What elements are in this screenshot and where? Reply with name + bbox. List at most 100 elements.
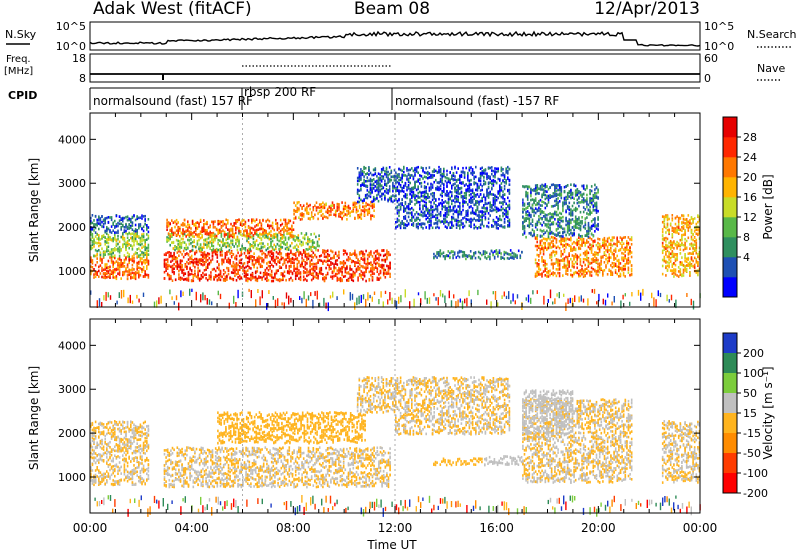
heatmap-cell <box>287 228 290 232</box>
heatmap-cell <box>407 168 410 172</box>
heatmap-cell <box>212 240 215 244</box>
heatmap-cell <box>393 186 396 190</box>
heatmap-cell <box>320 266 323 270</box>
heatmap-cell <box>412 222 415 225</box>
heatmap-cell <box>407 202 410 206</box>
heatmap-cell <box>446 212 448 216</box>
heatmap-cell <box>136 264 138 268</box>
heatmap-cell <box>290 258 292 261</box>
heatmap-cell <box>281 246 284 249</box>
heatmap-cell <box>112 262 114 266</box>
heatmap-cell <box>462 166 464 170</box>
heatmap-cell <box>484 216 487 219</box>
heatmap-cell <box>163 260 166 263</box>
heatmap-cell <box>486 192 488 195</box>
heatmap-cell <box>492 203 495 207</box>
heatmap-cell <box>310 258 313 262</box>
heatmap-cell <box>310 263 313 266</box>
heatmap-cell <box>576 262 578 266</box>
heatmap-cell <box>476 227 479 230</box>
heatmap-cell <box>227 219 229 222</box>
heatmap-cell <box>225 226 227 229</box>
heatmap-cell <box>266 262 268 265</box>
heatmap-cell <box>243 223 245 226</box>
heatmap-cell <box>563 250 566 254</box>
heatmap-cell <box>101 261 103 264</box>
heatmap-cell <box>574 248 577 252</box>
heatmap-cell <box>415 218 418 222</box>
heatmap-cell <box>322 206 324 210</box>
heatmap-cell <box>305 241 308 245</box>
heatmap-cell <box>590 274 593 277</box>
heatmap-cell <box>269 274 271 277</box>
heatmap-cell <box>587 263 590 266</box>
heatmap-cell <box>539 248 542 252</box>
heatmap-cell <box>184 277 187 281</box>
heatmap-cell <box>268 246 271 249</box>
heatmap-cell <box>205 253 207 257</box>
heatmap-cell <box>215 234 218 238</box>
heatmap-cell <box>373 209 375 212</box>
heatmap-cell <box>395 226 397 230</box>
heatmap-cell <box>452 207 455 210</box>
heatmap-cell <box>341 261 343 265</box>
heatmap-cell <box>414 193 416 197</box>
heatmap-cell <box>115 275 118 278</box>
heatmap-cell <box>181 259 183 263</box>
heatmap-cell <box>259 219 261 222</box>
heatmap-cell <box>325 266 327 270</box>
heatmap-cell <box>360 212 363 215</box>
heatmap-cell <box>431 226 434 230</box>
heatmap-cell <box>325 250 327 253</box>
heatmap-cell <box>202 275 204 279</box>
heatmap-cell <box>227 241 229 245</box>
heatmap-cell <box>358 263 361 266</box>
heatmap-cell <box>291 224 293 228</box>
heatmap-cell <box>481 206 483 210</box>
heatmap-cell <box>248 249 251 253</box>
heatmap-cell <box>467 172 469 176</box>
heatmap-cell <box>412 191 415 194</box>
heatmap-cell <box>282 256 284 260</box>
heatmap-cell <box>462 222 464 225</box>
heatmap-cell <box>403 222 405 225</box>
heatmap-cell <box>199 218 202 222</box>
heatmap-cell <box>347 210 350 213</box>
heatmap-cell <box>417 180 419 183</box>
heatmap-cell <box>481 188 483 192</box>
heatmap-cell <box>584 252 586 255</box>
heatmap-cell <box>336 269 339 272</box>
heatmap-cell <box>495 195 498 199</box>
heatmap-cell <box>475 194 477 198</box>
heatmap-cell <box>262 232 264 236</box>
heatmap-cell <box>318 206 321 210</box>
heatmap-cell <box>411 188 413 191</box>
heatmap-cell <box>126 263 129 266</box>
heatmap-cell <box>234 271 236 274</box>
heatmap-cell <box>350 210 353 213</box>
heatmap-cell <box>267 224 269 228</box>
heatmap-cell <box>393 199 396 202</box>
heatmap-cell <box>272 276 275 280</box>
heatmap-cell <box>422 191 424 194</box>
heatmap-cell <box>165 266 167 269</box>
heatmap-cell <box>505 251 507 255</box>
heatmap-cell <box>242 269 244 272</box>
heatmap-cell <box>227 244 229 248</box>
heatmap-cell <box>562 259 564 262</box>
heatmap-cell <box>238 244 240 248</box>
heatmap-cell <box>422 194 424 198</box>
heatmap-cell <box>276 233 279 237</box>
heatmap-cell <box>228 243 231 247</box>
heatmap-cell <box>130 244 132 247</box>
heatmap-cell <box>371 278 374 282</box>
heatmap-cell <box>483 214 485 217</box>
heatmap-cell <box>195 233 197 236</box>
heatmap-cell <box>401 176 403 180</box>
heatmap-cell <box>449 181 451 185</box>
heatmap-cell <box>98 241 100 244</box>
heatmap-cell <box>465 214 467 217</box>
heatmap-cell <box>298 208 300 212</box>
heatmap-cell <box>301 264 303 268</box>
heatmap-cell <box>371 191 373 194</box>
